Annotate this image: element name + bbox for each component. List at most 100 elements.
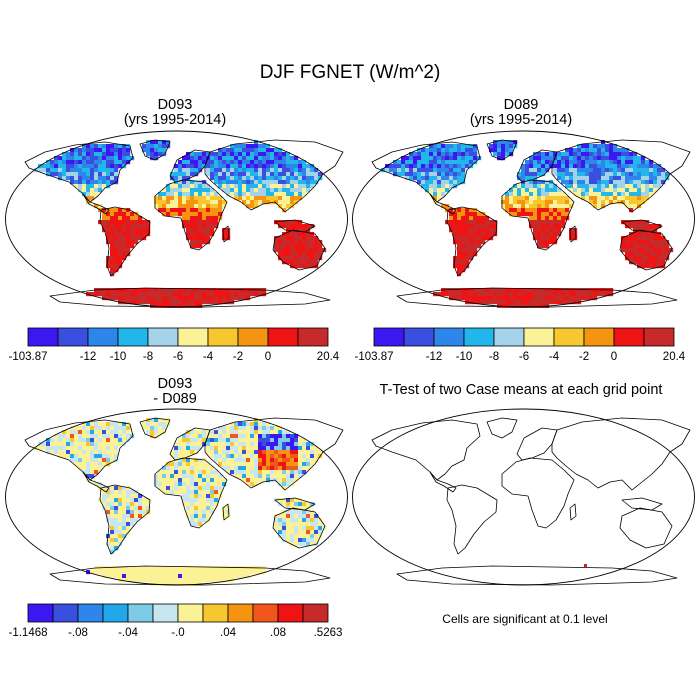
map-3-grid-cell bbox=[254, 426, 259, 431]
map-3-grid-cell bbox=[254, 458, 259, 463]
map-2-grid-cell bbox=[437, 176, 442, 181]
map-1-grid-cell bbox=[254, 144, 259, 149]
map-3-grid-cell bbox=[246, 430, 251, 435]
map-1-grid-cell bbox=[86, 156, 91, 161]
map-1-grid-cell bbox=[302, 224, 307, 229]
map-1-grid-cell bbox=[134, 240, 139, 245]
map-3-grid-cell bbox=[98, 454, 103, 459]
map-1-grid-cell bbox=[90, 168, 95, 173]
map-3-grid-cell bbox=[266, 446, 271, 451]
map-3-grid-cell bbox=[178, 442, 183, 447]
map-3-grid-cell bbox=[58, 446, 63, 451]
map-3-grid-cell bbox=[234, 442, 239, 447]
map-1-grid-cell bbox=[310, 232, 315, 237]
map-2-grid-cell bbox=[457, 144, 462, 149]
map-3-grid-cell bbox=[94, 426, 99, 431]
map-2-grid-cell bbox=[445, 176, 450, 181]
map-2-grid-cell bbox=[537, 208, 542, 213]
map-3-grid-cell bbox=[254, 438, 259, 443]
map-1-grid-cell bbox=[294, 256, 299, 261]
map-1-grid-cell bbox=[182, 156, 187, 161]
map-1-grid-cell bbox=[86, 172, 91, 177]
map-2-grid-cell bbox=[629, 208, 634, 213]
map-3-grid-cell bbox=[238, 442, 243, 447]
map-3-grid-cell bbox=[274, 434, 279, 439]
map-2-grid-cell bbox=[541, 172, 546, 177]
map-2-grid-cell bbox=[645, 188, 650, 193]
map-1-grid-cell bbox=[274, 200, 279, 205]
map-1-grid-cell bbox=[142, 300, 147, 305]
map-2-grid-cell bbox=[597, 200, 602, 205]
map-3-grid-cell bbox=[194, 434, 199, 439]
map-3-grid-cell bbox=[238, 566, 243, 571]
map-1-grid-cell bbox=[182, 296, 187, 301]
map-1-grid-cell bbox=[242, 180, 247, 185]
map-1-grid-cell bbox=[310, 176, 315, 181]
map-3-grid-cell bbox=[182, 470, 187, 475]
map-1-grid-cell bbox=[270, 152, 275, 157]
map-1-grid-cell bbox=[150, 296, 155, 301]
map-2-grid-cell bbox=[597, 156, 602, 161]
map-1-grid-cell bbox=[186, 184, 191, 189]
map-1-grid-cell bbox=[294, 156, 299, 161]
map-1-grid-cell bbox=[318, 240, 323, 245]
map-1-grid-cell bbox=[106, 264, 111, 269]
map-1-grid-cell bbox=[166, 304, 171, 308]
map-1-grid-cell bbox=[58, 160, 63, 165]
map-1-grid-cell bbox=[186, 228, 191, 233]
map-1-grid-cell bbox=[262, 184, 267, 189]
map-3-grid-cell bbox=[226, 470, 231, 475]
map-2-grid-cell bbox=[609, 160, 614, 165]
map-3-grid-cell bbox=[178, 578, 183, 583]
map-2-grid-cell bbox=[461, 164, 466, 169]
map-2-grid-cell bbox=[585, 172, 590, 177]
map-1-grid-cell bbox=[226, 164, 231, 169]
map-1-grid-cell bbox=[194, 244, 199, 249]
map-3-grid-cell bbox=[138, 578, 143, 583]
map-3-grid-cell bbox=[190, 522, 195, 527]
map-3-grid-cell bbox=[278, 498, 283, 503]
map-1-grid-cell bbox=[230, 288, 235, 293]
map-2-grid-cell bbox=[597, 160, 602, 165]
map-1-grid-cell bbox=[106, 168, 111, 173]
map-3-grid-cell bbox=[114, 490, 119, 495]
map-2-grid-cell bbox=[657, 168, 662, 173]
map-1-grid-cell bbox=[186, 216, 191, 221]
map-2-grid-cell bbox=[589, 184, 594, 189]
map-2-grid-cell bbox=[609, 164, 614, 169]
map-2-grid-cell bbox=[653, 260, 658, 265]
map-3-grid-cell bbox=[86, 466, 91, 471]
map-1-grid-cell bbox=[306, 244, 311, 249]
map-1-grid-cell bbox=[246, 204, 251, 209]
map-2-grid-cell bbox=[649, 232, 654, 237]
map-3-grid-cell bbox=[194, 566, 199, 571]
map-3-grid-cell bbox=[254, 570, 259, 575]
map-2-grid-cell bbox=[453, 148, 458, 153]
map-1-grid-cell bbox=[298, 164, 303, 169]
map-2-grid-cell bbox=[557, 300, 562, 305]
map-1-grid-cell bbox=[154, 148, 159, 153]
map-1-grid-cell bbox=[182, 192, 187, 197]
map-3-grid-cell bbox=[274, 466, 279, 471]
map-3-grid-cell bbox=[202, 578, 207, 583]
map-3-grid-cell bbox=[258, 434, 263, 439]
map-2-grid-cell bbox=[593, 180, 598, 185]
map-2-grid-cell bbox=[449, 180, 454, 185]
map-3-grid-cell bbox=[122, 522, 127, 527]
map-2-grid-cell bbox=[625, 152, 630, 157]
map-1-grid-cell bbox=[158, 148, 163, 153]
map-2-grid-cell bbox=[453, 212, 458, 217]
map-1-grid-cell bbox=[282, 192, 287, 197]
map-1-grid-cell bbox=[170, 204, 175, 209]
map-2-grid-cell bbox=[549, 300, 554, 305]
map-1-grid-cell bbox=[218, 300, 223, 305]
map-3-grid-cell bbox=[118, 498, 123, 503]
map-2-grid-cell bbox=[421, 152, 426, 157]
map-2-grid-cell bbox=[613, 184, 618, 189]
map-2-grid-cell bbox=[469, 236, 474, 241]
map-1-grid-cell bbox=[82, 192, 87, 197]
map-1-grid-cell bbox=[58, 156, 63, 161]
map-1-grid-cell bbox=[182, 292, 187, 297]
map-3-grid-cell bbox=[194, 498, 199, 503]
map-1-grid-cell bbox=[234, 296, 239, 301]
